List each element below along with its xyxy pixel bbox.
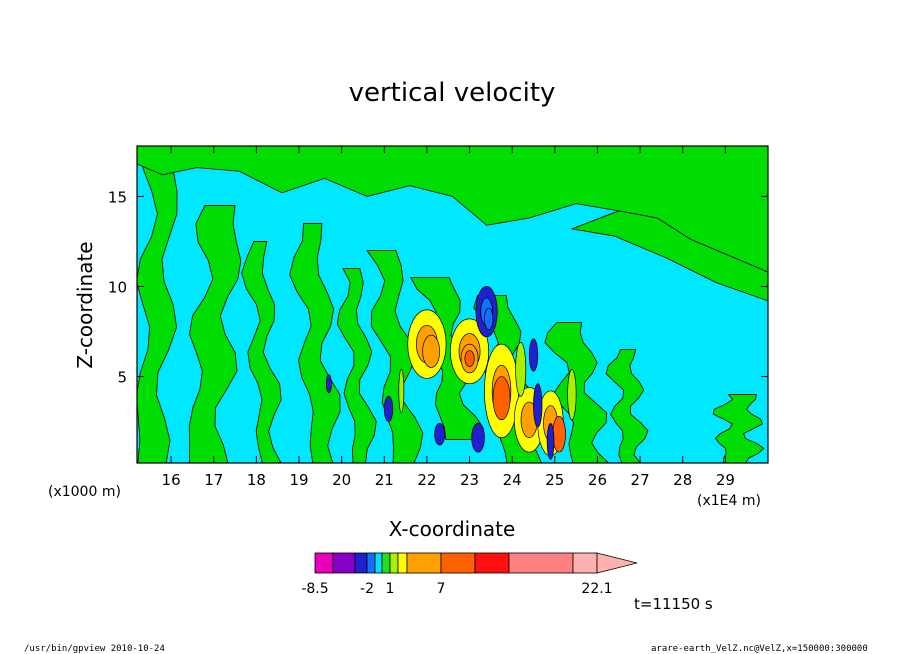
y-axis: 5 10 15: [108, 188, 768, 387]
cell-21: [434, 423, 446, 446]
cell-19: [533, 383, 543, 428]
y-tick-label-0: 5: [117, 369, 127, 387]
x-tick-label-0: 16: [162, 471, 181, 489]
plot-frame: [136, 145, 769, 464]
cell-17: [484, 307, 494, 331]
colorbar-box-7: [397, 552, 408, 574]
colorbar-box-3: [366, 552, 376, 574]
contour-regions-green: [137, 146, 768, 463]
green-band-6: [410, 277, 484, 440]
colorbar-box-12: [572, 552, 598, 574]
x-axis-label: X-coordinate: [389, 517, 516, 541]
cell-23: [325, 374, 332, 394]
colorbar-box-2: [354, 552, 368, 574]
colorbar-box-0: [314, 552, 334, 574]
x-tick-label-10: 26: [588, 471, 607, 489]
plot-area: [137, 146, 768, 463]
x-unit-right: (x1E4 m): [697, 493, 761, 509]
y-tick-label-1: 10: [108, 278, 127, 296]
cell-27: [567, 368, 577, 421]
x-unit-left: (x1000 m): [48, 484, 121, 500]
x-tick-label-6: 22: [417, 471, 436, 489]
colorbar-box-5: [381, 552, 391, 574]
colorbar-label-2: 1: [386, 581, 395, 597]
x-tick-label-13: 29: [716, 471, 735, 489]
green-band-8: [544, 322, 610, 463]
cell-9: [492, 376, 511, 421]
colorbar-box-11: [508, 552, 574, 574]
x-tick-label-3: 19: [289, 471, 308, 489]
x-tick-label-5: 21: [375, 471, 394, 489]
cell-24: [546, 423, 555, 460]
cell-18: [528, 338, 539, 372]
x-axis: 16 17 18 19 20 21 22 23 24 25 26 27 28 29: [162, 146, 735, 489]
y-tick-label-2: 15: [108, 188, 127, 206]
colorbar-label-1: -2: [360, 581, 374, 597]
green-band-0: [137, 146, 178, 463]
colorbar-box-9: [440, 552, 476, 574]
green-band-4: [336, 268, 377, 463]
colorbar-box-4: [374, 552, 383, 574]
green-band-9: [605, 349, 649, 463]
green-band-2: [241, 241, 282, 463]
colorbar-box-1: [332, 552, 356, 574]
green-band-1: [188, 205, 242, 463]
cell-6: [464, 350, 475, 367]
colorbar-label-3: 7: [437, 581, 446, 597]
cell-2: [422, 334, 441, 368]
x-tick-label-1: 17: [204, 471, 223, 489]
x-tick-label-11: 27: [631, 471, 650, 489]
x-tick-label-9: 25: [545, 471, 564, 489]
chart-title: vertical velocity: [349, 78, 556, 108]
colorbar-box-10: [474, 552, 510, 574]
footer-right: arare-earth_VelZ.nc@VelZ,x=150000:300000: [651, 644, 868, 654]
cell-20: [471, 423, 485, 453]
colorbar-label-4: 22.1: [581, 581, 612, 597]
y-axis-label: Z-coordinate: [73, 241, 97, 368]
x-tick-label-4: 20: [332, 471, 351, 489]
green-band-10: [712, 394, 765, 463]
colorbar-extend-arrow: [596, 552, 638, 574]
contour-regions-colored: [325, 286, 577, 460]
cell-25: [398, 368, 405, 413]
green-right-region: [570, 210, 768, 302]
cell-22: [383, 396, 394, 422]
time-label: t=11150 s: [634, 595, 713, 613]
x-tick-label-12: 28: [673, 471, 692, 489]
colorbar-box-6: [389, 552, 399, 574]
colorbar: -8.5 -2 1 7 22.1: [301, 552, 638, 597]
cell-14: [552, 415, 566, 453]
colorbar-label-0: -8.5: [301, 581, 328, 597]
green-band-3: [289, 223, 341, 463]
x-tick-label-2: 18: [247, 471, 266, 489]
colorbar-box-8: [406, 552, 442, 574]
footer-left: /usr/bin/gpview 2010-10-24: [24, 644, 165, 654]
x-tick-label-7: 23: [460, 471, 479, 489]
x-tick-label-8: 24: [503, 471, 522, 489]
cell-26: [515, 341, 527, 397]
